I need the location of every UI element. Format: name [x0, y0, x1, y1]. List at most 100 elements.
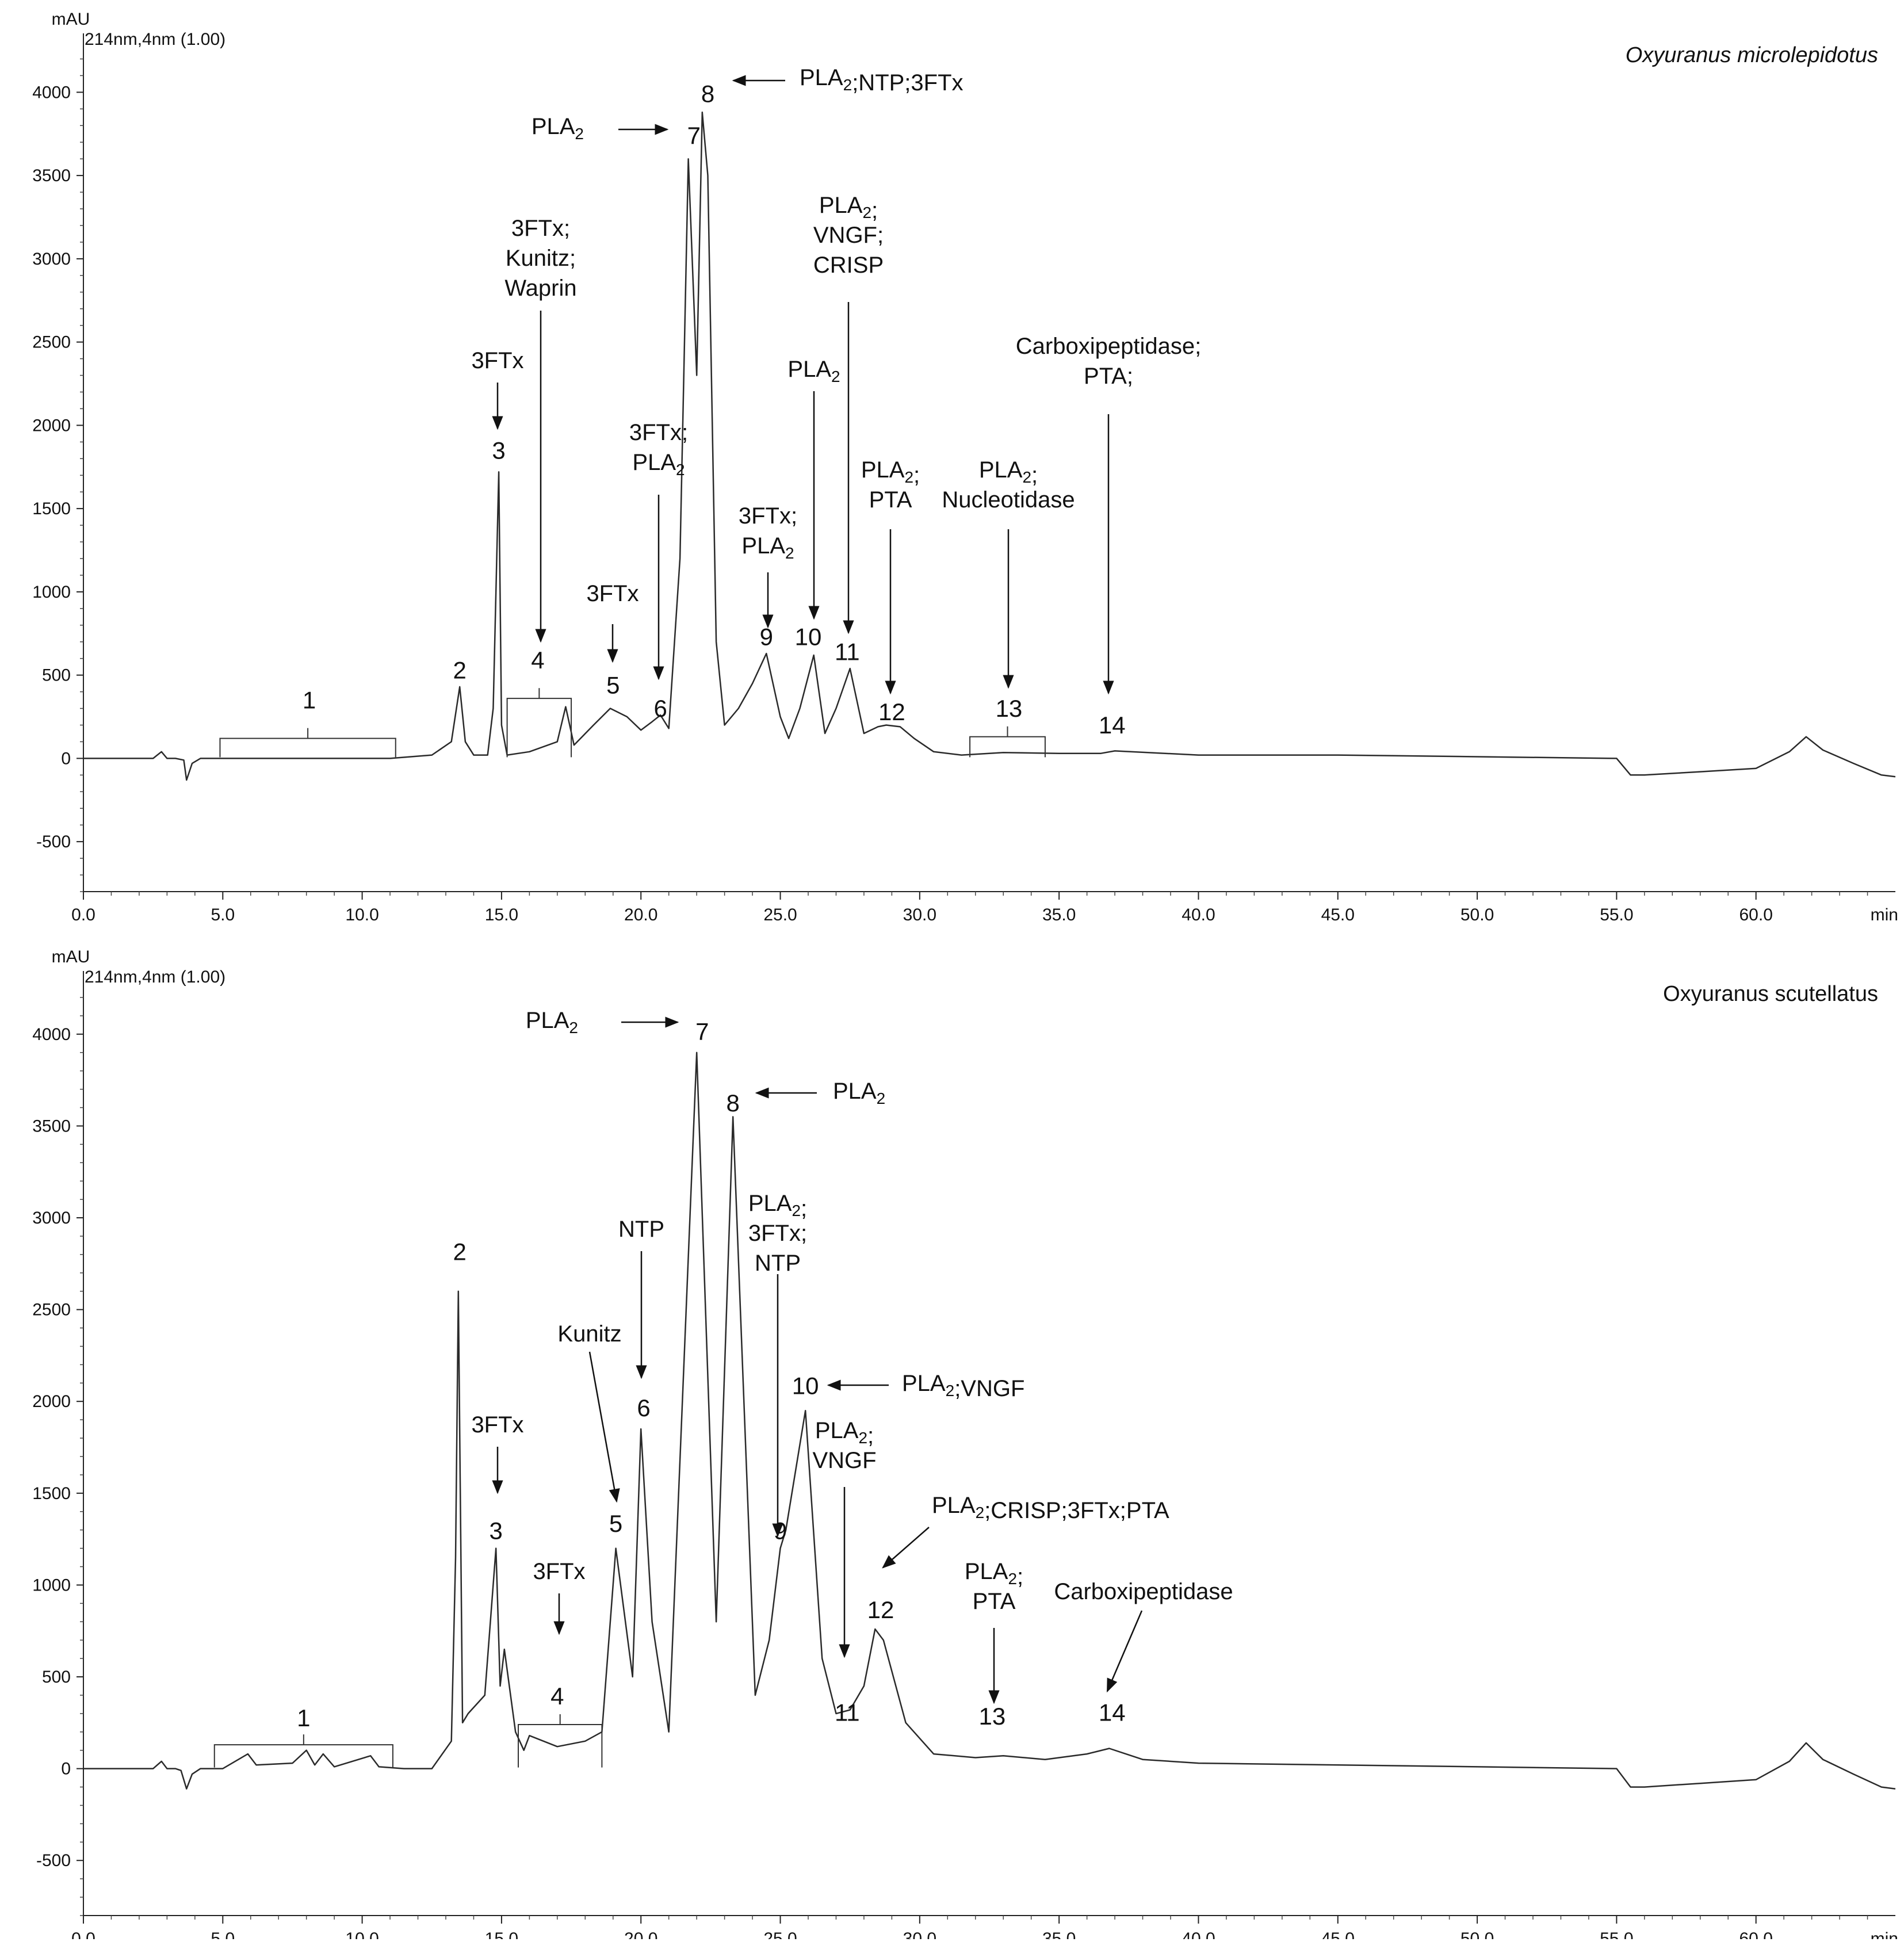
annotation-text-peak-11: CRISP [813, 253, 884, 278]
annotation-text-peak-10: PLA2 [787, 357, 840, 385]
peak-label-12: 12 [867, 1596, 894, 1623]
peak-label-6: 6 [637, 1394, 650, 1421]
y-tick-label: 500 [42, 1668, 71, 1687]
annotation-text-peak-10: PLA2;VNGF [902, 1371, 1024, 1401]
peak-label-5: 5 [609, 1510, 622, 1537]
x-tick-label: 5.0 [211, 1929, 235, 1939]
peak-label-1: 1 [303, 687, 316, 714]
chart-panel-1: -500 0 500 1000 1500 2000 2500 3000 3500 4000 0.0 5… [32, 10, 1898, 924]
y-tick-label: 3000 [32, 250, 71, 269]
annotation-text-peak-9: PLA2; [748, 1191, 807, 1221]
peak-label-5: 5 [606, 671, 620, 698]
species-title: Oxyuranus microlepidotus [1626, 43, 1878, 67]
x-tick-label: 55.0 [1600, 905, 1633, 924]
peak-label-14: 14 [1099, 712, 1126, 739]
x-tick-label: 25.0 [763, 905, 797, 924]
annotation-text-peak-12: PLA2;CRISP;3FTx;PTA [932, 1493, 1169, 1523]
x-tick-label: 20.0 [624, 905, 657, 924]
x-tick-label: 60.0 [1739, 1929, 1772, 1939]
y-tick-label: 4000 [32, 83, 71, 102]
x-tick-label: 20.0 [624, 1929, 657, 1939]
annotation-arrow-peak-5 [588, 1351, 620, 1503]
annotation-text-peak-9: 3FTx; [739, 503, 797, 529]
x-tick-label: 5.0 [211, 905, 235, 924]
annotation-text-peak-3: 3FTx [471, 1412, 523, 1438]
y-tick-label: 1000 [32, 1576, 71, 1595]
y-tick-label: 1500 [32, 499, 71, 518]
annotation-text-peak-14: PTA; [1084, 364, 1133, 389]
x-tick-label: 45.0 [1321, 905, 1355, 924]
annotation-text-peak-14: Carboxipeptidase; [1016, 334, 1201, 359]
peak-label-3: 3 [492, 437, 505, 464]
x-tick-label: 0.0 [71, 905, 95, 924]
y-tick-label: -500 [36, 1851, 71, 1870]
x-tick-label: 0.0 [71, 1929, 95, 1939]
annotation-text-peak-11: PLA2; [819, 193, 878, 223]
x-tick-label: 15.0 [485, 1929, 518, 1939]
x-tick-label: 50.0 [1461, 1929, 1494, 1939]
annotation-text-peak-12: PLA2; [861, 457, 920, 488]
fraction-bracket-1 [213, 1744, 393, 1768]
peak-label-9: 9 [760, 624, 773, 651]
annotation-text-peak-6: PLA2 [632, 450, 685, 479]
x-tick-label: 60.0 [1739, 905, 1772, 924]
x-tick-label: 25.0 [763, 1929, 797, 1939]
peak-label-4: 4 [531, 647, 544, 674]
annotation-text-peak-6: 3FTx; [629, 420, 688, 445]
annotation-text-peak-7: PLA2 [532, 114, 584, 143]
y-tick-label: 1500 [32, 1484, 71, 1503]
x-tick-label: 40.0 [1182, 905, 1215, 924]
x-tick-label: 45.0 [1321, 1929, 1355, 1939]
annotation-text-peak-7: PLA2 [526, 1008, 578, 1037]
annotation-text-peak-13: Nucleotidase [942, 487, 1075, 513]
annotation-text-peak-13: PTA [973, 1589, 1016, 1614]
y-tick-label: 2500 [32, 1301, 71, 1320]
x-tick-label: 55.0 [1600, 1929, 1633, 1939]
annotation-text-peak-9: NTP [755, 1251, 801, 1276]
x-tick-label: 10.0 [345, 905, 378, 924]
species-title: Oxyuranus scutellatus [1663, 982, 1878, 1006]
peak-label-7: 7 [687, 122, 701, 149]
annotation-text-peak-11: VNGF [812, 1448, 876, 1473]
annotation-text-peak-5: Kunitz [557, 1321, 621, 1347]
detector-label: 214nm,4nm (1.00) [85, 30, 225, 49]
annotation-text-peak-9: PLA2 [741, 533, 794, 562]
peak-label-10: 10 [792, 1372, 819, 1399]
y-tick-label: 500 [42, 666, 71, 685]
peak-label-2: 2 [453, 656, 467, 683]
detector-label: 214nm,4nm (1.00) [85, 968, 225, 987]
peak-label-7: 7 [695, 1018, 709, 1045]
annotation-text-peak-4: Waprin [504, 276, 576, 301]
y-tick-label: 0 [61, 1760, 71, 1779]
y-tick-label: 3000 [32, 1209, 71, 1228]
y-axis-unit: mAU [52, 947, 90, 966]
y-tick-label: 3500 [32, 1117, 71, 1136]
fraction-bracket-1 [219, 737, 396, 758]
peak-label-14: 14 [1099, 1699, 1126, 1726]
x-tick-label: 50.0 [1461, 905, 1494, 924]
annotation-text-peak-13: PLA2; [979, 457, 1038, 488]
chromatogram-trace [83, 111, 1896, 781]
y-tick-label: 2500 [32, 333, 71, 352]
annotation-text-peak-4: Kunitz; [506, 246, 576, 271]
x-tick-label: 30.0 [903, 1929, 936, 1939]
y-tick-label: 3500 [32, 166, 71, 185]
x-tick-label: 35.0 [1042, 1929, 1076, 1939]
annotation-text-peak-4: 3FTx; [511, 216, 570, 241]
y-tick-label: 4000 [32, 1025, 71, 1044]
y-tick-label: -500 [36, 832, 71, 851]
annotation-arrow-peak-12 [882, 1527, 930, 1569]
peak-label-13: 13 [978, 1703, 1005, 1730]
y-tick-label: 1000 [32, 583, 71, 602]
annotation-text-peak-14: Carboxipeptidase [1054, 1579, 1233, 1604]
x-tick-label: 30.0 [903, 905, 936, 924]
annotation-text-peak-8: PLA2;NTP;3FTx [800, 65, 964, 95]
annotation-arrow-peak-14 [1106, 1610, 1143, 1693]
annotation-text-peak-5: 3FTx [586, 581, 639, 606]
x-axis-unit: min [1871, 1929, 1898, 1939]
annotation-text-peak-13: PLA2; [965, 1559, 1023, 1589]
peak-label-6: 6 [653, 695, 667, 722]
annotation-text-peak-9: 3FTx; [748, 1221, 807, 1246]
